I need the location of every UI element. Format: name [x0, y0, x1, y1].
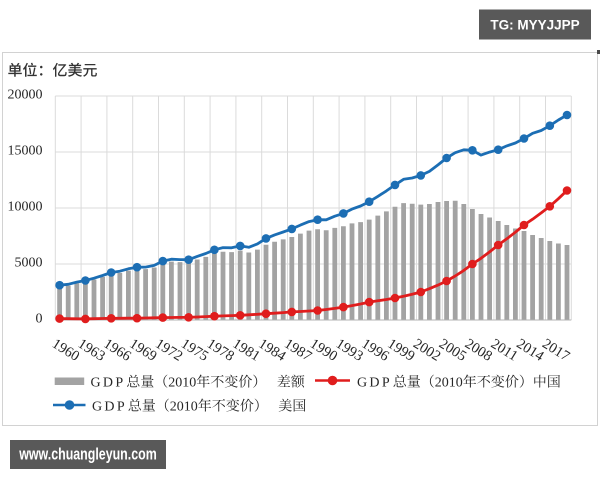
svg-text:TG: MYYJJPP: TG: MYYJJPP — [490, 17, 579, 32]
svg-text:www.chuangleyun.com: www.chuangleyun.com — [19, 445, 157, 464]
svg-text:2010: 2010 — [435, 376, 463, 391]
svg-text:GDP: GDP — [91, 376, 126, 391]
svg-text:GDP: GDP — [92, 400, 127, 415]
svg-text:20000: 20000 — [8, 88, 43, 103]
svg-text:GDP: GDP — [357, 376, 392, 391]
svg-text:2010: 2010 — [170, 400, 198, 415]
svg-text:5000: 5000 — [15, 256, 43, 271]
svg-text:0: 0 — [36, 312, 43, 327]
svg-text:15000: 15000 — [8, 144, 43, 159]
svg-text:2010: 2010 — [168, 376, 196, 391]
svg-text:10000: 10000 — [8, 200, 43, 215]
